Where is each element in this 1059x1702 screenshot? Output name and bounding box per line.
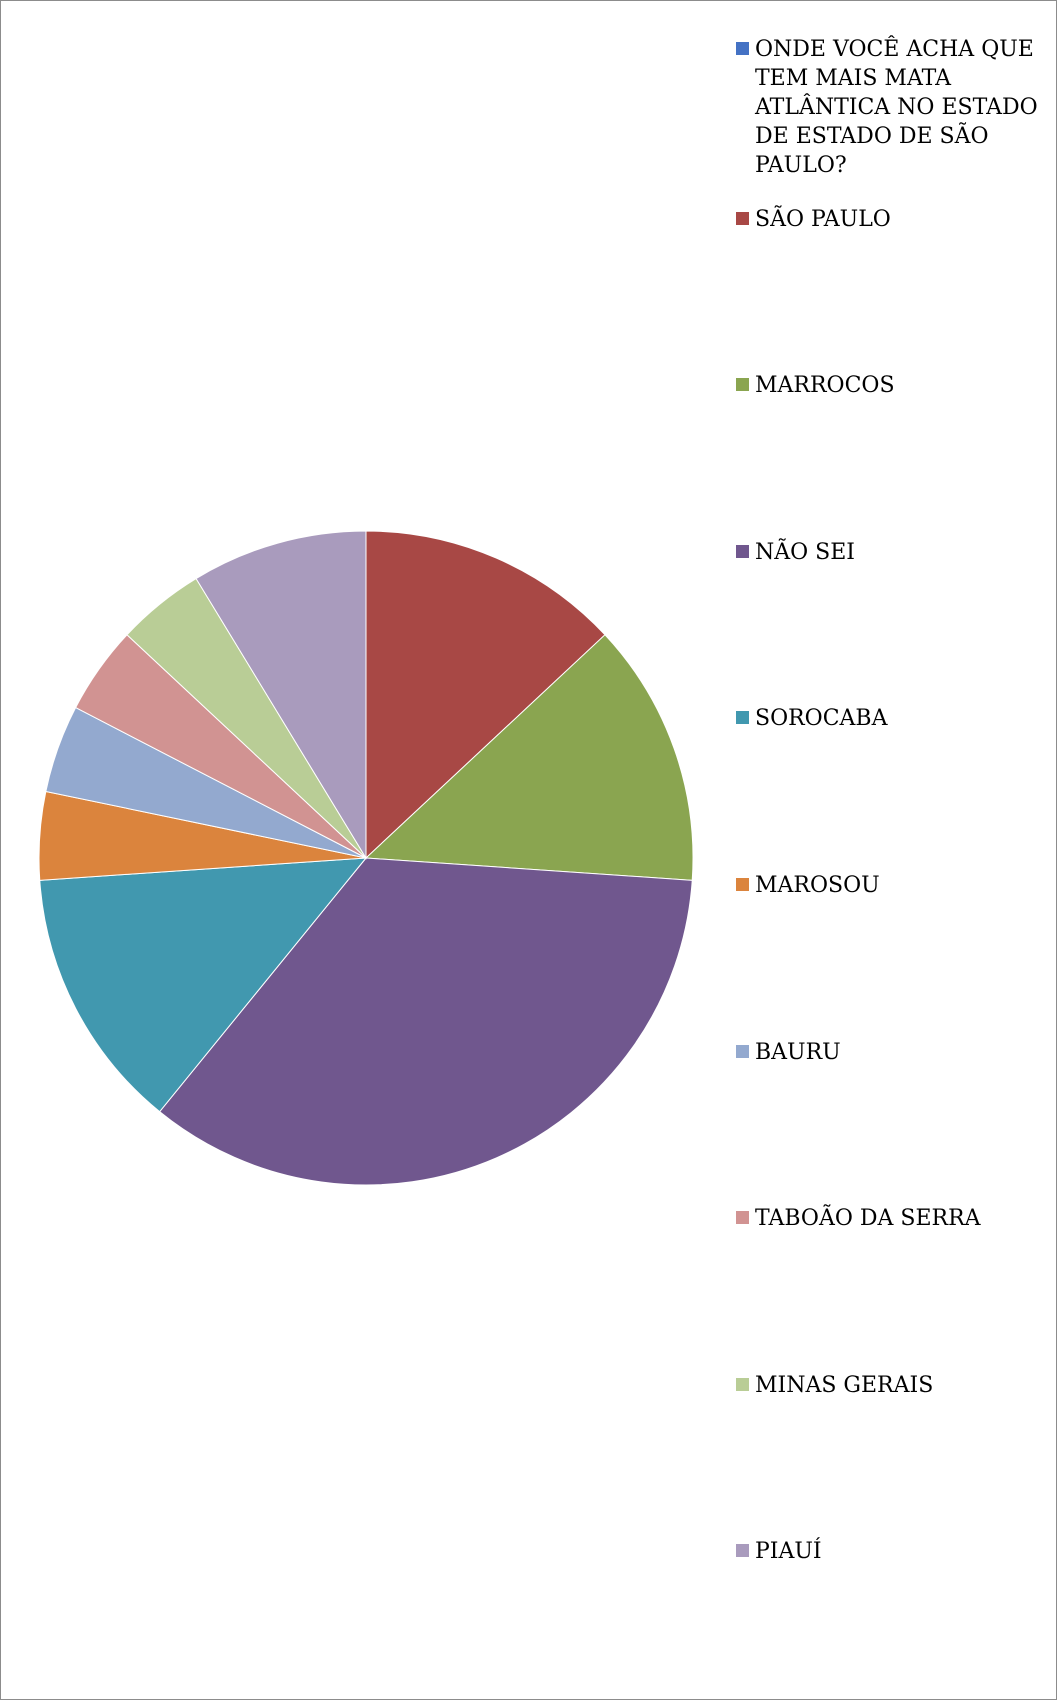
legend-label-9: PIAUÍ [755,1539,822,1564]
legend-item-4: SOROCABA [736,704,1051,733]
pie-slice-1 [365,530,606,860]
legend-label-2: MARROCOS [755,373,895,398]
legend-label-1: SÃO PAULO [755,207,891,232]
legend-swatch-2 [736,378,749,391]
legend-swatch-5 [736,878,749,891]
legend-label-4: SOROCABA [755,706,888,731]
legend-item-1: SÃO PAULO [736,205,1051,234]
legend-label-8: MINAS GERAIS [755,1373,934,1398]
pie-slice-3 [158,857,693,1186]
legend-label-5: MAROSOU [755,873,880,898]
legend-label-3: NÃO SEI [755,540,855,565]
legend-item-0: ONDE VOCÊ ACHA QUE TEM MAIS MATA ATLÂNTI… [736,35,1051,180]
pie-slices [38,530,694,1186]
pie-slice-9 [195,530,367,860]
legend-swatch-1 [736,212,749,225]
pie-slice-2 [364,634,694,881]
legend-item-3: NÃO SEI [736,538,1051,567]
legend-swatch-3 [736,545,749,558]
pie-slice-4 [39,857,368,1113]
legend-swatch-0 [736,42,749,55]
legend-label-6: BAURU [755,1040,841,1065]
legend-item-6: BAURU [736,1038,1051,1067]
legend-swatch-4 [736,711,749,724]
legend-item-5: MAROSOU [736,871,1051,900]
legend-swatch-9 [736,1544,749,1557]
legend-item-2: MARROCOS [736,371,1051,400]
legend-item-9: PIAUÍ [736,1537,1051,1566]
legend-label-7: TABOÃO DA SERRA [755,1206,981,1231]
legend-swatch-7 [736,1211,749,1224]
legend-item-7: TABOÃO DA SERRA [736,1204,1051,1233]
legend-swatch-8 [736,1378,749,1391]
legend-swatch-6 [736,1045,749,1058]
legend-item-8: MINAS GERAIS [736,1371,1051,1400]
legend-label-0: ONDE VOCÊ ACHA QUE TEM MAIS MATA ATLÂNTI… [755,37,1038,178]
